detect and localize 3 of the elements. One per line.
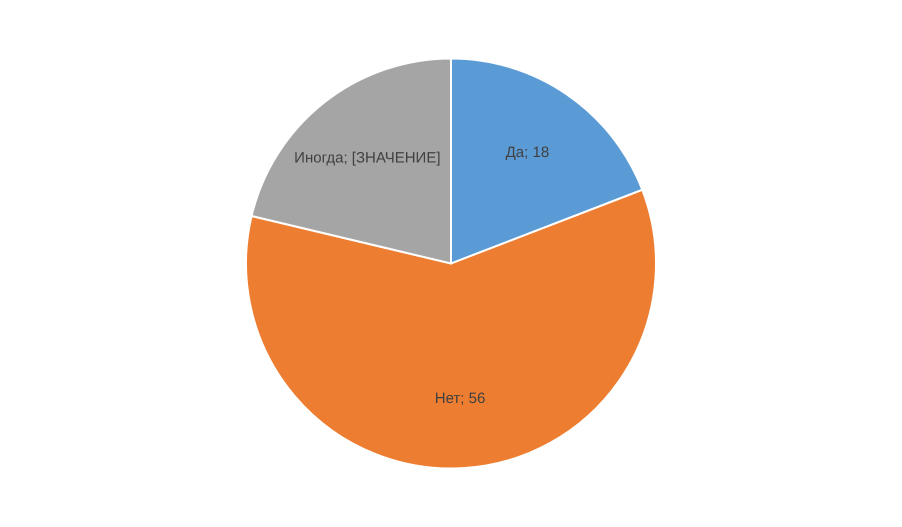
- slice-label: Иногда; [ЗНАЧЕНИЕ]: [294, 150, 440, 167]
- slice-label: Да; 18: [506, 144, 550, 162]
- slice-label: Нет; 56: [434, 390, 486, 408]
